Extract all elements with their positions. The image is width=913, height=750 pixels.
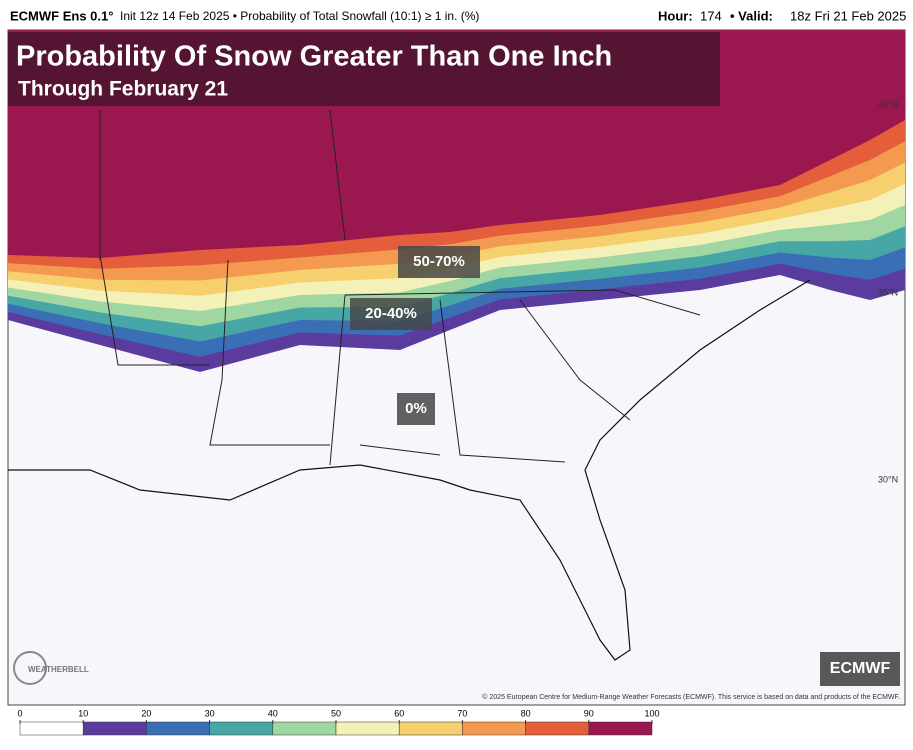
colorbar-tick-label: 90	[584, 708, 594, 718]
state-line	[329, 109, 346, 241]
latitude-label: 35°N	[878, 287, 898, 297]
state-line	[329, 294, 346, 466]
model: ECMWF Ens 0.1°	[10, 8, 113, 23]
logo-icon	[13, 651, 47, 685]
colorbar-tick-label: 30	[205, 708, 215, 718]
colorbar-swatch	[398, 721, 463, 736]
colorbar-swatch	[82, 721, 147, 736]
header-info: Init 12z 14 Feb 2025 • Probability of To…	[120, 9, 479, 23]
colorbar-tick-label: 10	[78, 708, 88, 718]
hour-label: Hour:	[658, 8, 693, 23]
badge-box	[820, 652, 900, 686]
label-box	[350, 298, 432, 330]
state-line	[99, 254, 210, 366]
hour: 174	[700, 8, 722, 23]
latitude-label: 40°N	[878, 99, 898, 109]
coastline	[8, 279, 811, 661]
region-label: 50-70%	[413, 253, 465, 270]
state-line	[439, 299, 566, 463]
valid-label: • Valid:	[730, 8, 773, 23]
colorbar-tick-label: 40	[268, 708, 278, 718]
copyright: © 2025 European Centre for Medium-Range …	[482, 693, 900, 701]
colorbar-swatch	[335, 721, 400, 736]
badge: ECMWF	[830, 660, 891, 677]
colorbar-swatch	[272, 721, 337, 736]
state-line	[519, 299, 631, 421]
subtitle: Through February 21	[18, 78, 228, 101]
colorbar-tick-label: 60	[394, 708, 404, 718]
valid: 18z Fri 21 Feb 2025	[790, 8, 906, 23]
state-line	[344, 289, 701, 316]
title: Probability Of Snow Greater Than One Inc…	[16, 41, 612, 73]
region-label: 20-40%	[365, 305, 417, 322]
title-box	[8, 32, 720, 106]
colorbar-swatch	[146, 721, 210, 736]
colorbar-swatch	[588, 721, 653, 736]
colorbar-tick-label: 20	[141, 708, 151, 718]
colorbar-swatch	[462, 721, 526, 736]
colorbar-tick-label: 80	[521, 708, 531, 718]
colorbar-tick-label: 50	[331, 708, 341, 718]
colorbar-tick-label: 70	[457, 708, 467, 718]
colorbar-tick-label: 100	[644, 708, 659, 718]
latitude-label: 30°N	[878, 474, 898, 484]
colorbar-swatch	[525, 721, 590, 736]
region-label: 0%	[405, 400, 427, 417]
state-line	[359, 444, 441, 456]
colorbar-swatch	[209, 721, 274, 736]
label-box	[397, 393, 435, 425]
label-box	[398, 246, 480, 278]
state-line	[209, 259, 330, 446]
colorbar-swatch	[19, 721, 84, 736]
logo: WEATHERBELL	[28, 665, 89, 674]
colorbar-tick-label: 0	[17, 708, 22, 718]
